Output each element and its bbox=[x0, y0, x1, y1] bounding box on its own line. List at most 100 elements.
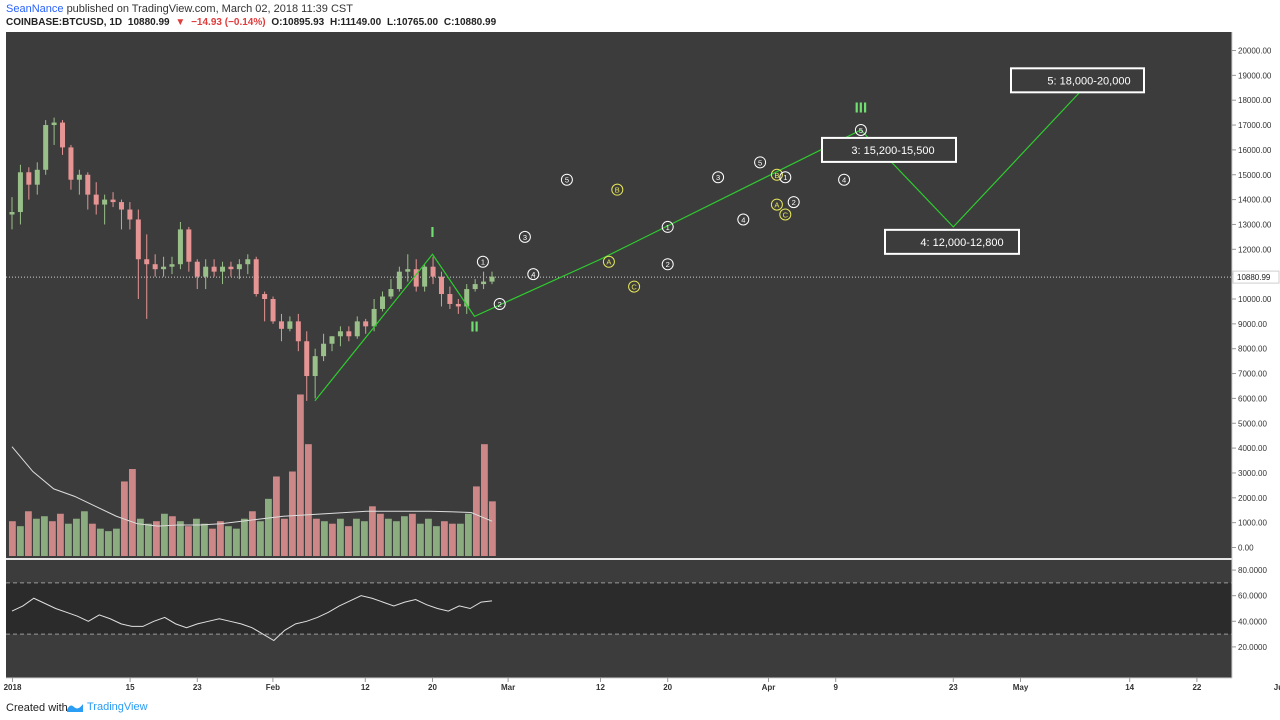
candle-body bbox=[9, 212, 15, 215]
target-box-text: 4: 12,000-12,800 bbox=[920, 237, 1003, 249]
candle-body bbox=[295, 321, 301, 342]
volume-bar bbox=[25, 511, 32, 556]
candle-body bbox=[93, 194, 99, 205]
candle-body bbox=[102, 199, 108, 205]
volume-bar bbox=[65, 523, 72, 556]
price-tick-label: 18000.00 bbox=[1238, 96, 1272, 105]
price-tick-label: 4000.00 bbox=[1238, 444, 1267, 453]
volume-bar bbox=[241, 518, 248, 556]
time-tick-label: 9 bbox=[833, 683, 838, 692]
sub-wave-label: 1 bbox=[783, 173, 787, 182]
volume-bar bbox=[385, 518, 392, 556]
time-tick-label: Jun bbox=[1274, 683, 1280, 692]
candle-body bbox=[438, 276, 444, 295]
volume-bar bbox=[249, 511, 256, 556]
open-value: O:10895.93 bbox=[271, 17, 325, 28]
volume-bar bbox=[457, 523, 464, 556]
candle-body bbox=[236, 264, 242, 270]
price-tick-label: 15000.00 bbox=[1238, 171, 1272, 180]
sub-wave-circle bbox=[770, 168, 783, 181]
volume-bars bbox=[9, 394, 496, 556]
sub-wave-circle bbox=[779, 208, 792, 221]
volume-ma-line bbox=[11, 446, 493, 527]
time-tick-label: 12 bbox=[361, 683, 370, 692]
volume-bar bbox=[33, 518, 40, 556]
candle-body bbox=[346, 331, 352, 337]
volume-bar bbox=[257, 521, 264, 556]
volume-bar bbox=[81, 511, 88, 556]
candle-body bbox=[34, 169, 40, 185]
price-tick-label: 13000.00 bbox=[1238, 220, 1272, 229]
time-tick-label: 12 bbox=[596, 683, 605, 692]
sub-wave-label: 4 bbox=[531, 270, 535, 279]
sub-wave-label: B bbox=[774, 171, 779, 180]
time-tick-label: Feb bbox=[266, 683, 280, 692]
sub-wave-circle bbox=[493, 297, 506, 310]
volume-bar bbox=[433, 526, 440, 556]
volume-bar bbox=[9, 521, 16, 556]
price-chart[interactable]: 20000.0019000.0018000.0017000.0016000.00… bbox=[0, 32, 1280, 698]
publish-line: SeanNance published on TradingView.com, … bbox=[6, 3, 353, 15]
price-tick-label: 17000.00 bbox=[1238, 121, 1272, 130]
time-tick-label: May bbox=[1013, 683, 1029, 692]
candle-body bbox=[43, 125, 49, 170]
candle-body bbox=[194, 261, 200, 277]
volume-bar bbox=[145, 523, 152, 556]
price-tick-label: 20000.00 bbox=[1238, 47, 1272, 56]
volume-bar bbox=[473, 486, 480, 556]
candle-body bbox=[186, 229, 192, 262]
sub-wave-circle bbox=[779, 171, 792, 184]
sub-wave-label: 5 bbox=[859, 126, 863, 135]
volume-bar bbox=[377, 513, 384, 556]
time-tick-label: 22 bbox=[1192, 683, 1201, 692]
volume-bar bbox=[169, 516, 176, 556]
tradingview-brand: TradingView bbox=[87, 701, 148, 713]
candle-body bbox=[144, 259, 150, 265]
candle-body bbox=[430, 266, 436, 277]
footer: Created with TradingView bbox=[0, 698, 1280, 720]
volume-bar bbox=[369, 506, 376, 556]
rsi-axis: 80.0000 60.0000 40.0000 20.0000 bbox=[1232, 566, 1267, 652]
volume-bar bbox=[449, 523, 456, 556]
volume-bar bbox=[425, 518, 432, 556]
candle-body bbox=[262, 294, 268, 299]
candle-body bbox=[489, 276, 495, 282]
volume-bar bbox=[209, 528, 216, 556]
candle-body bbox=[287, 321, 293, 329]
high-value: H:11149.00 bbox=[329, 17, 382, 28]
last-price-tag bbox=[1232, 270, 1280, 284]
author-link[interactable]: SeanNance bbox=[6, 3, 64, 15]
candle-body bbox=[329, 336, 335, 344]
target-boxes: 3: 15,200-15,500 4: 12,000-12,800 5: 18,00… bbox=[821, 67, 1145, 255]
volume-bar bbox=[49, 521, 56, 556]
candle-body bbox=[312, 356, 318, 377]
volume-bar bbox=[153, 521, 160, 556]
volume-bar bbox=[441, 521, 448, 556]
price-tick-label: 12000.00 bbox=[1238, 245, 1272, 254]
price-tick-label: 6000.00 bbox=[1238, 394, 1267, 403]
sub-wave-label: 1 bbox=[666, 223, 670, 232]
candle-body bbox=[152, 264, 158, 270]
volume-bar bbox=[73, 518, 80, 556]
sub-wave-circle bbox=[661, 258, 674, 271]
candle-body bbox=[270, 299, 276, 322]
candle-body bbox=[337, 331, 343, 337]
candle-body bbox=[405, 269, 411, 272]
sub-wave-label: 5 bbox=[758, 158, 762, 167]
candle-body bbox=[245, 259, 251, 265]
tradingview-link[interactable]: TradingView bbox=[66, 701, 148, 713]
sub-wave-label: B bbox=[615, 186, 620, 195]
candle-body bbox=[118, 202, 124, 210]
candle-body bbox=[354, 321, 360, 337]
volume-bar bbox=[225, 526, 232, 556]
sub-wave-label: 4 bbox=[842, 176, 846, 185]
candle-body bbox=[413, 269, 419, 287]
volume-bar bbox=[201, 523, 208, 556]
volume-bar bbox=[489, 501, 496, 556]
time-tick-label: 14 bbox=[1125, 683, 1134, 692]
sub-wave-circle bbox=[712, 171, 725, 184]
chart-header: SeanNance published on TradingView.com, … bbox=[0, 0, 1280, 32]
candle-body bbox=[26, 172, 32, 185]
rsi-tick-label: 40.0000 bbox=[1238, 617, 1267, 626]
volume-bar bbox=[217, 521, 224, 556]
